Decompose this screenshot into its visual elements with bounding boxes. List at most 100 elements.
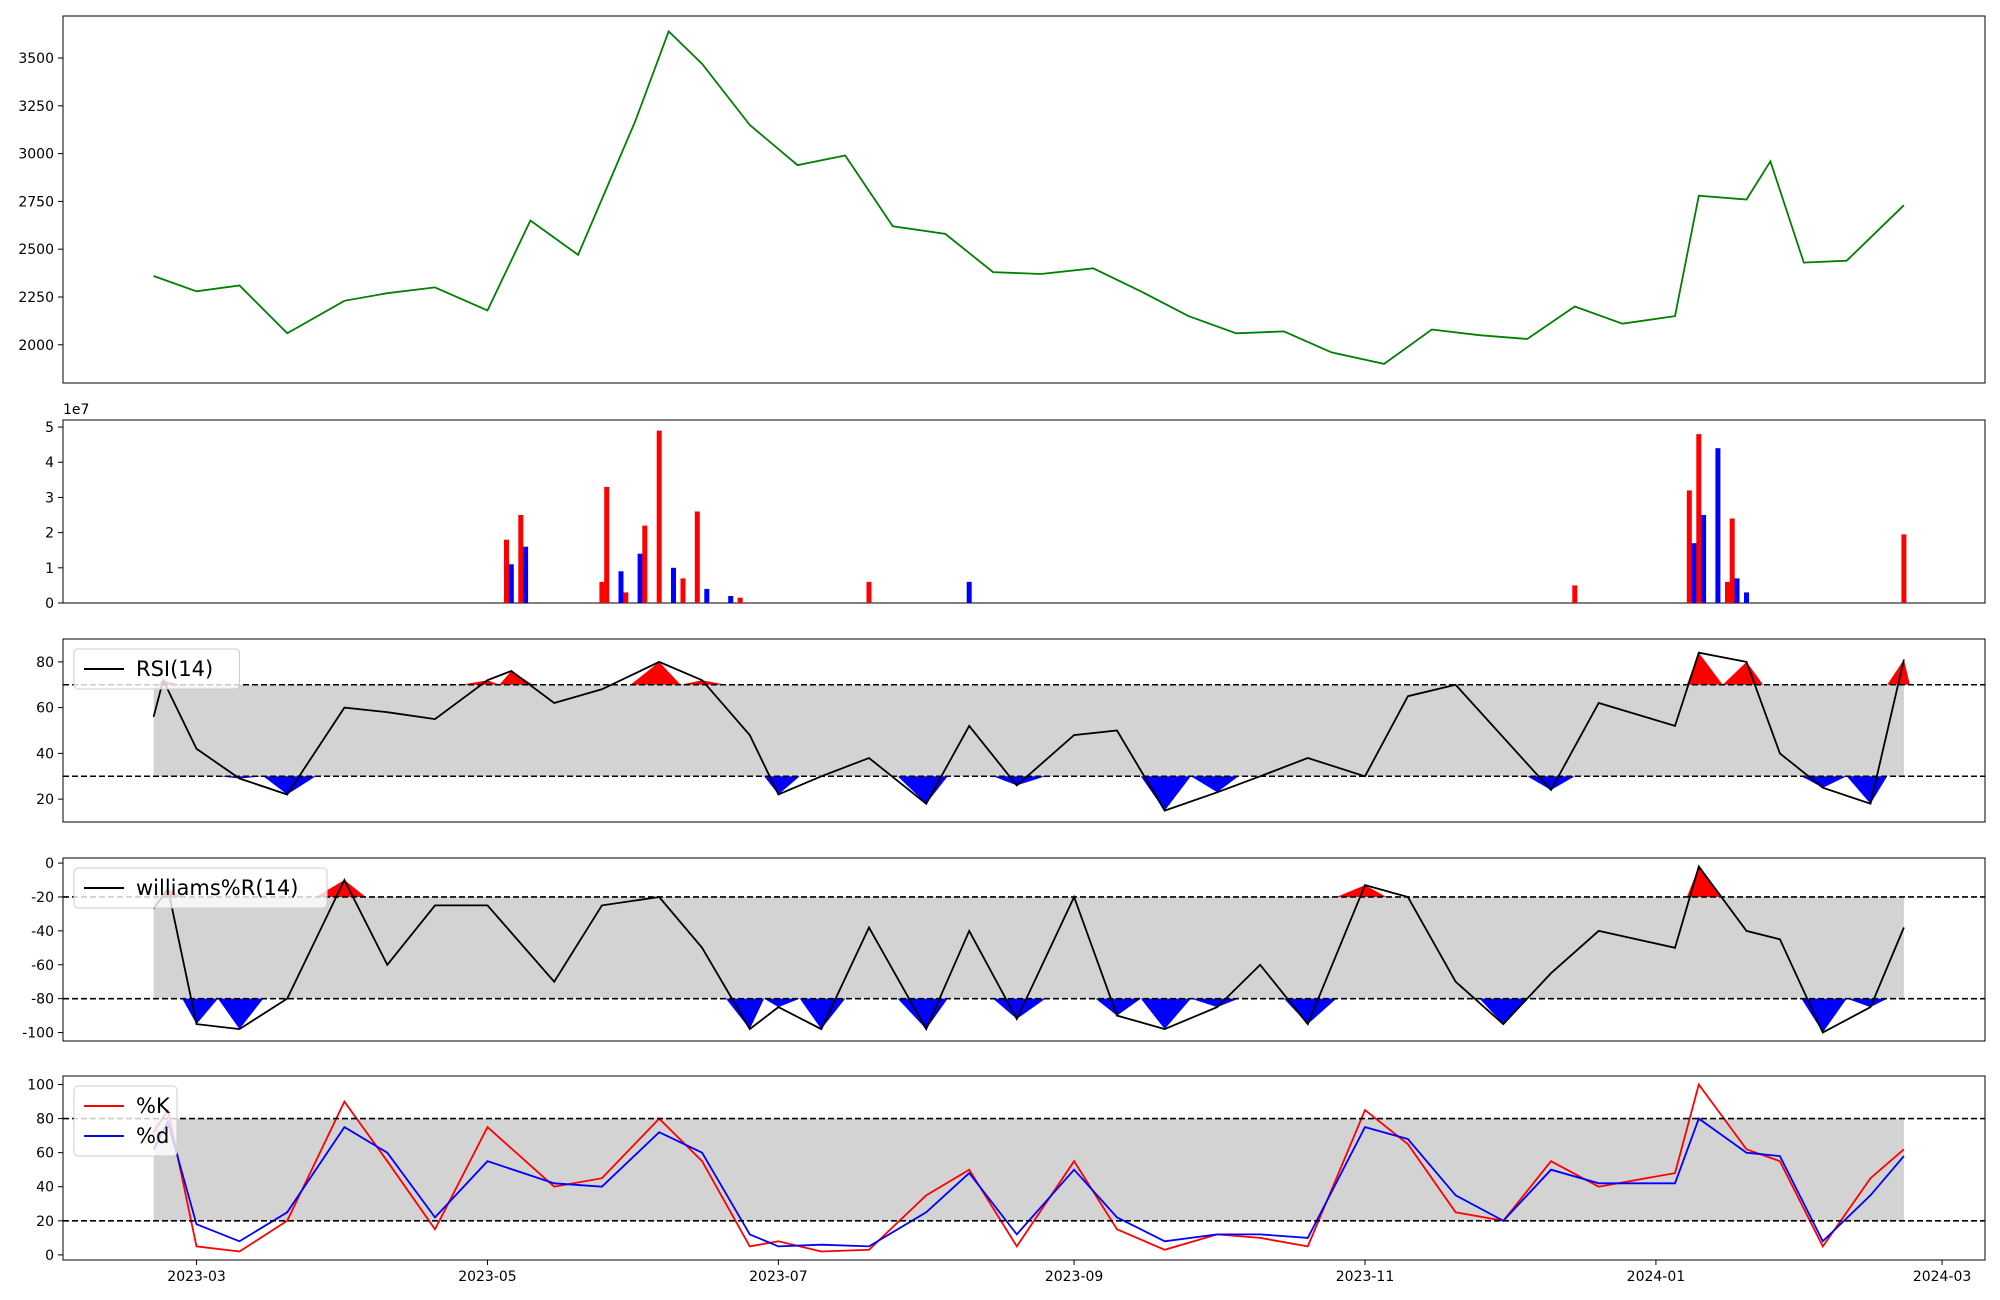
volume-bar (1729, 518, 1735, 603)
extreme-fill (1846, 998, 1888, 1008)
volume-bar (1725, 581, 1730, 603)
extreme-fill (1801, 776, 1847, 788)
x-tick-label: 2023-09 (1045, 1269, 1104, 1285)
extreme-fill (764, 998, 800, 1008)
y-tick-label: 5 (45, 420, 54, 436)
volume-bar (642, 525, 648, 603)
x-tick-label: 2023-07 (749, 1269, 808, 1285)
y-tick-label: 0 (45, 1248, 54, 1264)
legend-box (73, 867, 328, 909)
extreme-fill (1336, 885, 1387, 897)
volume-bar (599, 581, 605, 603)
y-tick-label: 20 (36, 1214, 54, 1230)
y-tick-label: 0 (45, 856, 54, 872)
volume-bar (1691, 543, 1697, 603)
extreme-fill (1479, 998, 1528, 1025)
y-tick-label: -80 (31, 992, 54, 1008)
volume-bar (728, 596, 734, 603)
extreme-fill (1140, 776, 1191, 811)
x-tick-label: 2024-01 (1627, 1269, 1686, 1285)
volume-bar (1696, 434, 1702, 603)
extreme-fill (1801, 998, 1847, 1033)
volume-bar (737, 597, 743, 603)
extreme-fill (1722, 661, 1764, 685)
y-tick-label: -20 (31, 890, 54, 906)
y-tick-label: 0 (45, 596, 54, 612)
volume-bar (618, 571, 624, 603)
panel-4-frame (62, 857, 1986, 1042)
neutral-band (153, 896, 1904, 999)
extreme-fill (1887, 659, 1910, 685)
y-tick-label: -40 (31, 924, 54, 940)
extreme-fill (218, 998, 264, 1030)
volume-bar (1686, 490, 1692, 603)
legend-box (73, 648, 240, 690)
y-tick-label: 3500 (18, 51, 54, 67)
volume-bar (1734, 578, 1740, 603)
extreme-fill (799, 998, 846, 1030)
volume-bar (518, 515, 524, 603)
extreme-fill (1190, 998, 1239, 1008)
volume-bar (1572, 585, 1578, 603)
volume-bar (671, 567, 676, 603)
volume-bar (866, 581, 872, 603)
extreme-fill (897, 776, 948, 804)
extreme-fill (182, 998, 218, 1025)
volume-bar (694, 511, 700, 603)
volume-bar (1715, 448, 1721, 603)
volume-bar (523, 546, 529, 603)
volume-bar (604, 486, 610, 603)
extreme-fill (1527, 776, 1575, 790)
y-tick-label: 1 (45, 561, 54, 577)
extreme-fill (897, 998, 948, 1030)
y-tick-label: 60 (36, 701, 54, 717)
volume-bar (623, 592, 629, 603)
y-tick-label: 2 (45, 526, 54, 542)
extreme-fill (764, 776, 800, 795)
panel-5-frame (62, 1075, 1986, 1261)
extreme-fill (725, 998, 765, 1030)
volume-bar (704, 588, 710, 603)
y-tick-label: 40 (36, 1180, 54, 1196)
x-tick-label: 2023-11 (1336, 1269, 1395, 1285)
y-tick-label: 2250 (18, 290, 54, 306)
panel-3-frame (62, 638, 1986, 823)
extreme-fill (630, 661, 681, 685)
price-line (153, 29, 1905, 365)
extreme-fill (1283, 998, 1337, 1025)
y-tick-label: 3000 (18, 147, 54, 163)
volume-bar (1701, 515, 1707, 603)
extreme-fill (461, 680, 500, 685)
panel-1-frame (62, 15, 1986, 384)
y-tick-label: 2750 (18, 194, 54, 210)
volume-bar (680, 578, 686, 603)
extreme-fill (993, 998, 1046, 1019)
extreme-fill (1190, 776, 1239, 793)
y-tick-label: 3250 (18, 99, 54, 115)
y-tick-label: 2000 (18, 338, 54, 354)
extreme-fill (993, 776, 1046, 786)
y-offset-label: 1e7 (63, 402, 89, 418)
volume-bar (508, 564, 514, 603)
y-tick-label: 2500 (18, 242, 54, 258)
y-tick-label: 3 (45, 490, 54, 506)
neutral-band (153, 1118, 1904, 1221)
stoch-d-line (152, 1117, 1905, 1248)
stoch-k-line (152, 1082, 1905, 1253)
y-tick-label: -100 (22, 1026, 54, 1042)
legend: RSI(14) (73, 648, 240, 690)
extreme-fill (263, 776, 316, 795)
x-tick-label: 2023-03 (167, 1269, 226, 1285)
y-tick-label: 80 (36, 655, 54, 671)
legend-label: %d (136, 1124, 169, 1148)
panel-2-frame (62, 419, 1986, 604)
y-tick-label: 80 (36, 1112, 54, 1128)
y-tick-label: -60 (31, 958, 54, 974)
legend-label: williams%R(14) (136, 876, 298, 900)
x-tick-label: 2023-05 (458, 1269, 517, 1285)
y-tick-label: 40 (36, 746, 54, 762)
legend-box (73, 1085, 178, 1157)
y-tick-label: 60 (36, 1146, 54, 1162)
legend: williams%R(14) (73, 867, 328, 909)
